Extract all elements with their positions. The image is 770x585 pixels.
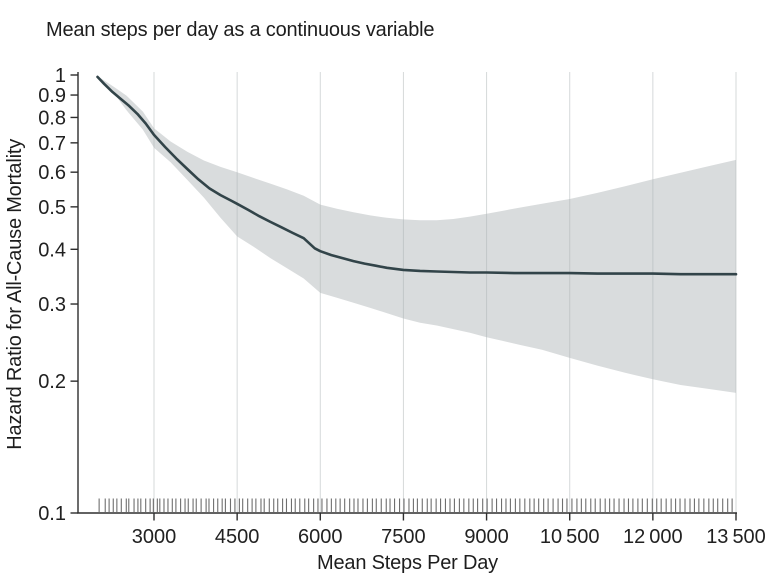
x-axis-title: Mean Steps Per Day [317,552,498,574]
x-tick-label: 3000 [132,526,177,548]
y-tick-label: 0.9 [38,85,66,107]
y-tick-label: 0.3 [38,294,66,316]
y-tick-label: 1 [55,65,66,87]
x-tick-label: 4500 [215,526,260,548]
y-tick-label: 0.8 [38,107,66,129]
y-tick-label: 0.1 [38,503,66,525]
y-tick-label: 0.5 [38,197,66,219]
y-tick-label: 0.6 [38,162,66,184]
x-tick-label: 10 500 [540,526,600,548]
confidence-band [97,76,736,393]
hazard-ratio-curve [96,75,738,276]
chart-title: Mean steps per day as a continuous varia… [46,19,435,41]
x-tick-label: 12 000 [623,526,683,548]
x-tick-label: 9000 [464,526,509,548]
x-tick-label: 7500 [381,526,426,548]
x-tick-label: 6000 [298,526,343,548]
y-tick-label: 0.2 [38,371,66,393]
y-tick-label: 0.4 [38,239,66,261]
y-tick-label: 0.7 [38,133,66,155]
x-tick-label: 13 500 [706,526,766,548]
